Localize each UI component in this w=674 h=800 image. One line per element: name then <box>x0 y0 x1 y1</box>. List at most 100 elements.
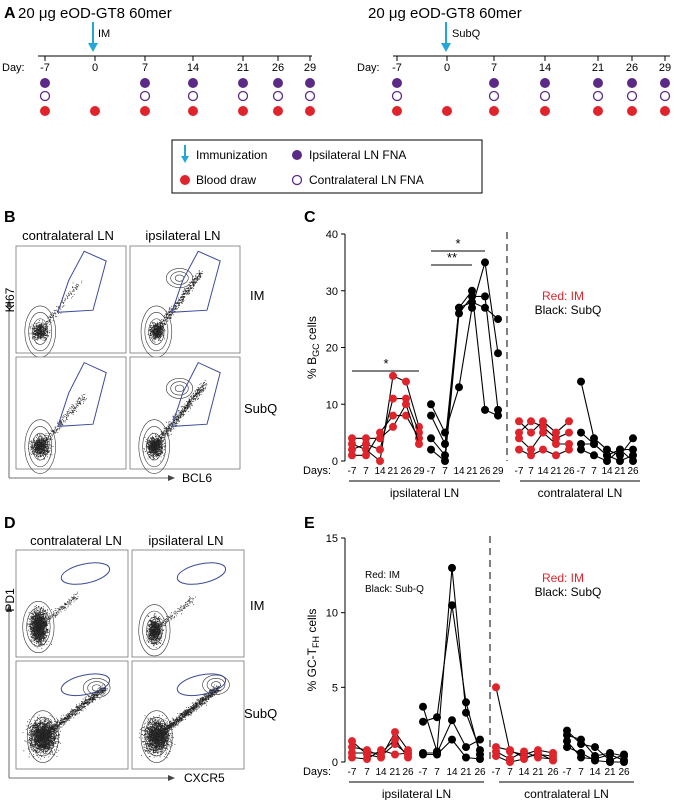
flow-gate <box>171 250 221 313</box>
data-point <box>494 315 502 324</box>
x-tick-label: 29 <box>492 466 504 477</box>
im-title: 20 μg eOD-GT8 60mer <box>18 5 172 22</box>
group-label: ipsilateral LN <box>382 787 451 800</box>
days-label: Days: <box>303 766 331 778</box>
flow-gate <box>57 361 107 427</box>
data-point <box>527 428 535 437</box>
panel-c-letter: C <box>304 209 316 226</box>
data-point <box>402 411 410 420</box>
im-day-tick-label: 21 <box>237 62 249 74</box>
data-point <box>506 746 514 755</box>
panel-a-letter: A <box>4 5 16 22</box>
im-day-tick-label: -7 <box>40 62 50 74</box>
data-point <box>362 440 370 448</box>
flow-contour <box>30 716 55 757</box>
y-tick-label: 10 <box>326 399 338 411</box>
y-label-tail: cells <box>305 609 319 636</box>
data-point <box>565 417 573 426</box>
days-label: Days: <box>303 465 331 477</box>
subq-ipsi-fna-dot <box>392 78 402 88</box>
y-label-main: % B <box>305 357 319 379</box>
x-tick-label: 14 <box>446 767 458 778</box>
subq-contra-fna-dot <box>391 90 403 102</box>
panel-b-x-arrowhead <box>168 475 175 481</box>
subq-day-tick-label: 21 <box>592 62 604 74</box>
im-contra-fna-dot <box>272 90 284 102</box>
x-tick-label: 21 <box>389 767 401 778</box>
data-point <box>481 292 489 301</box>
flow-plot <box>15 356 127 474</box>
data-point <box>455 309 463 318</box>
legend-immunization-arrowhead <box>181 156 189 163</box>
data-point <box>376 428 384 437</box>
legend-black: Black: SubQ <box>535 585 602 599</box>
subq-arrow-head <box>441 43 451 52</box>
data-point <box>427 400 435 409</box>
x-tick-label: 29 <box>413 466 425 477</box>
panel-b-row1: IM <box>250 288 264 303</box>
data-point <box>577 440 585 448</box>
data-point <box>591 756 599 765</box>
data-point <box>565 445 573 454</box>
im-contra-fna-dot <box>304 90 316 102</box>
data-point <box>348 451 356 460</box>
data-point <box>563 737 571 746</box>
data-point <box>563 731 571 740</box>
significance-star: * <box>455 236 460 251</box>
data-point <box>506 758 514 766</box>
x-tick-label: 14 <box>589 767 601 778</box>
im-day-tick-label: 29 <box>304 62 316 74</box>
x-tick-label: 21 <box>550 466 562 477</box>
x-tick-label: 14 <box>375 767 387 778</box>
subq-ipsi-fna-dot <box>627 78 637 88</box>
x-tick-label: -7 <box>563 767 572 778</box>
flow-contour <box>148 723 165 750</box>
data-point <box>362 451 370 460</box>
im-ipsi-fna-dot <box>273 78 283 88</box>
data-point <box>515 445 523 454</box>
flow-plot <box>15 245 127 358</box>
x-tick-label: 7 <box>364 767 370 778</box>
legend-ipsi-label: Ipsilateral LN FNA <box>309 148 406 162</box>
data-point <box>427 411 435 420</box>
data-point <box>539 428 547 437</box>
data-point <box>590 434 598 443</box>
data-point <box>419 702 427 711</box>
data-point <box>616 451 624 460</box>
x-tick-label: 26 <box>479 466 491 477</box>
im-ipsi-fna-dot <box>188 78 198 88</box>
flow-plot-frame <box>129 245 241 354</box>
data-point <box>389 371 397 380</box>
subq-ipsi-fna-dot <box>660 78 670 88</box>
x-tick-label: 21 <box>604 767 616 778</box>
x-tick-label: 26 <box>563 466 575 477</box>
data-point <box>629 445 637 454</box>
data-point <box>376 445 384 454</box>
x-tick-label: 7 <box>434 767 440 778</box>
flow-contour <box>87 681 106 695</box>
flow-plot <box>129 356 241 474</box>
im-day-tick-label: 14 <box>187 62 199 74</box>
data-point <box>441 457 449 465</box>
flow-contour <box>144 716 169 757</box>
data-point <box>481 303 489 312</box>
data-point <box>565 440 573 448</box>
flow-plot <box>15 549 129 658</box>
flow-plot <box>129 245 241 358</box>
im-arrow-head <box>88 43 98 52</box>
flow-plot <box>131 549 245 658</box>
data-point <box>563 743 571 752</box>
data-point <box>494 411 502 420</box>
data-point <box>590 440 598 448</box>
data-point <box>415 440 423 448</box>
x-tick-label: 14 <box>537 466 549 477</box>
flow-contour <box>26 710 59 763</box>
subq-title: 20 μg eOD-GT8 60mer <box>368 5 522 22</box>
flow-gate <box>60 562 111 585</box>
panel-b-col1: contralateral LN <box>22 228 114 243</box>
flow-contour <box>30 613 47 641</box>
data-point <box>391 735 399 744</box>
data-point <box>448 716 456 725</box>
flow-contour <box>82 677 111 699</box>
